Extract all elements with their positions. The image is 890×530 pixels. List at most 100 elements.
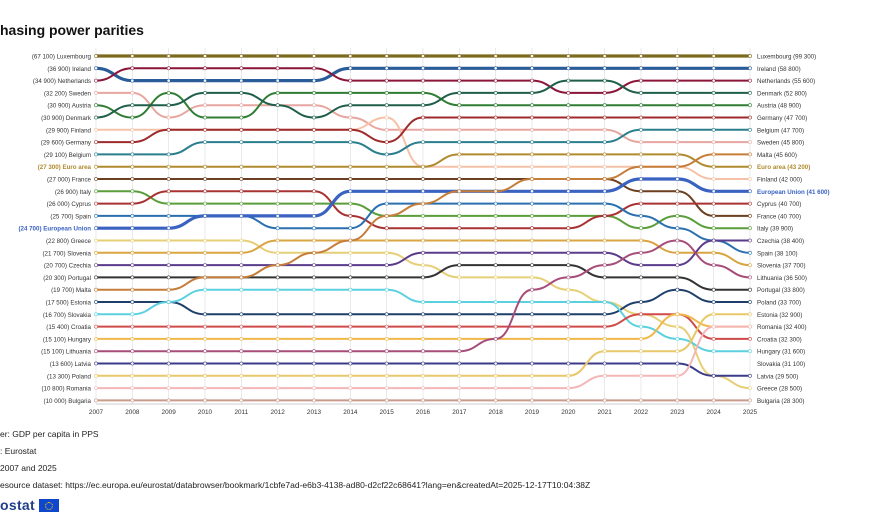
point-sweden-2016 <box>421 127 425 132</box>
point-france-2022 <box>639 189 643 194</box>
x-tick-label: 2013 <box>307 409 322 416</box>
point-poland-2024 <box>711 312 716 317</box>
point-sweden-2022 <box>639 140 643 145</box>
point-italy-2009 <box>166 201 171 206</box>
point-poland-2013 <box>312 373 316 378</box>
point-bulgaria-2024 <box>711 398 716 403</box>
point-spain-2009 <box>166 213 171 218</box>
left-label: (17 500) Estonia <box>46 300 92 307</box>
chart-title: hasing power parities <box>0 22 144 38</box>
point-ireland-2010 <box>203 78 207 83</box>
point-malta-2020 <box>566 177 571 181</box>
point-netherlands-2023 <box>675 78 680 83</box>
point-greece-2023 <box>675 324 680 329</box>
point-poland-2016 <box>421 373 425 378</box>
point-greece-2011 <box>239 238 244 243</box>
point-bulgaria-2023 <box>675 398 680 403</box>
point-spain-2023 <box>675 226 680 231</box>
point-italy-2017 <box>457 213 462 218</box>
point-czechia-2007 <box>94 263 98 268</box>
point-belgium-2008 <box>130 152 135 157</box>
point-germany-2025 <box>748 115 752 120</box>
point-slovenia-2020 <box>566 238 571 243</box>
point-luxembourg-2011 <box>239 54 244 58</box>
point-ireland-2007 <box>94 66 98 71</box>
point-slovenia-2019 <box>530 238 534 243</box>
point-euro-area-2017 <box>457 152 462 157</box>
point-euro-area-2009 <box>166 164 171 169</box>
left-label: (32 200) Sweden <box>44 90 92 97</box>
point-france-2008 <box>130 177 135 181</box>
point-latvia-2012 <box>275 361 280 366</box>
point-netherlands-2014 <box>348 78 353 83</box>
point-bulgaria-2012 <box>275 398 280 403</box>
point-italy-2025 <box>748 226 752 231</box>
right-label: Croatia (32 300) <box>757 336 802 343</box>
point-denmark-2012 <box>275 103 280 108</box>
point-spain-2007 <box>94 213 98 218</box>
point-luxembourg-2024 <box>711 54 716 58</box>
point-hungary-2021 <box>602 336 607 341</box>
point-estonia-2012 <box>275 312 280 317</box>
point-spain-2013 <box>312 226 316 231</box>
right-label: Bulgaria (28 300) <box>757 398 804 405</box>
left-label: (29 600) Germany <box>41 140 92 147</box>
point-bulgaria-2025 <box>748 398 752 403</box>
point-netherlands-2017 <box>457 78 462 83</box>
point-latvia-2020 <box>566 361 571 366</box>
point-romania-2008 <box>130 386 135 391</box>
point-luxembourg-2014 <box>348 54 353 58</box>
point-malta-2012 <box>275 263 280 268</box>
right-label: Hungary (31 600) <box>757 349 805 356</box>
right-label: Cyprus (40 700) <box>757 201 801 208</box>
point-slovenia-2011 <box>239 250 244 255</box>
point-sweden-2017 <box>457 127 462 132</box>
point-sweden-2015 <box>384 127 389 132</box>
point-ireland-2009 <box>166 78 171 83</box>
point-italy-2014 <box>348 201 353 206</box>
point-hungary-2020 <box>566 336 571 341</box>
point-euro-area-2008 <box>130 164 135 169</box>
left-label: (15 100) Hungary <box>43 336 92 343</box>
point-romania-2011 <box>239 386 244 391</box>
point-cyprus-2013 <box>312 189 316 194</box>
point-slovakia-2016 <box>421 300 425 304</box>
point-latvia-2018 <box>493 361 498 366</box>
point-bulgaria-2016 <box>421 398 425 403</box>
point-germany-2011 <box>239 127 244 132</box>
point-lithuania-2022 <box>639 250 643 255</box>
point-france-2012 <box>275 177 280 181</box>
point-poland-2021 <box>602 349 607 354</box>
point-luxembourg-2023 <box>675 54 680 58</box>
point-finland-2021 <box>602 164 607 169</box>
point-hungary-2016 <box>421 336 425 341</box>
point-austria-2012 <box>275 91 280 95</box>
point-estonia-2025 <box>748 300 752 304</box>
left-label: (19 700) Malta <box>51 287 91 294</box>
point-hungary-2022 <box>639 336 643 341</box>
point-portugal-2007 <box>94 275 98 280</box>
point-austria-2016 <box>421 91 425 95</box>
point-malta-2009 <box>166 287 171 292</box>
point-cyprus-2021 <box>602 213 607 218</box>
point-malta-2007 <box>94 287 98 292</box>
point-czechia-2017 <box>457 250 462 255</box>
point-france-2024 <box>711 213 716 218</box>
dataset-link[interactable]: esource dataset: https://ec.europa.eu/eu… <box>0 480 591 490</box>
point-slovakia-2017 <box>457 300 462 304</box>
point-luxembourg-2021 <box>602 54 607 58</box>
point-sweden-2019 <box>530 127 534 132</box>
x-tick-label: 2024 <box>707 409 722 416</box>
point-italy-2012 <box>275 201 280 206</box>
point-latvia-2022 <box>639 361 643 366</box>
point-italy-2018 <box>493 213 498 218</box>
point-france-2015 <box>384 177 389 181</box>
point-sweden-2020 <box>566 127 571 132</box>
point-czechia-2021 <box>602 250 607 255</box>
point-austria-2008 <box>130 115 135 120</box>
point-greece-2017 <box>457 275 462 280</box>
point-bulgaria-2011 <box>239 398 244 403</box>
point-slovakia-2022 <box>639 324 643 329</box>
point-denmark-2007 <box>94 115 98 120</box>
point-luxembourg-2020 <box>566 54 571 58</box>
